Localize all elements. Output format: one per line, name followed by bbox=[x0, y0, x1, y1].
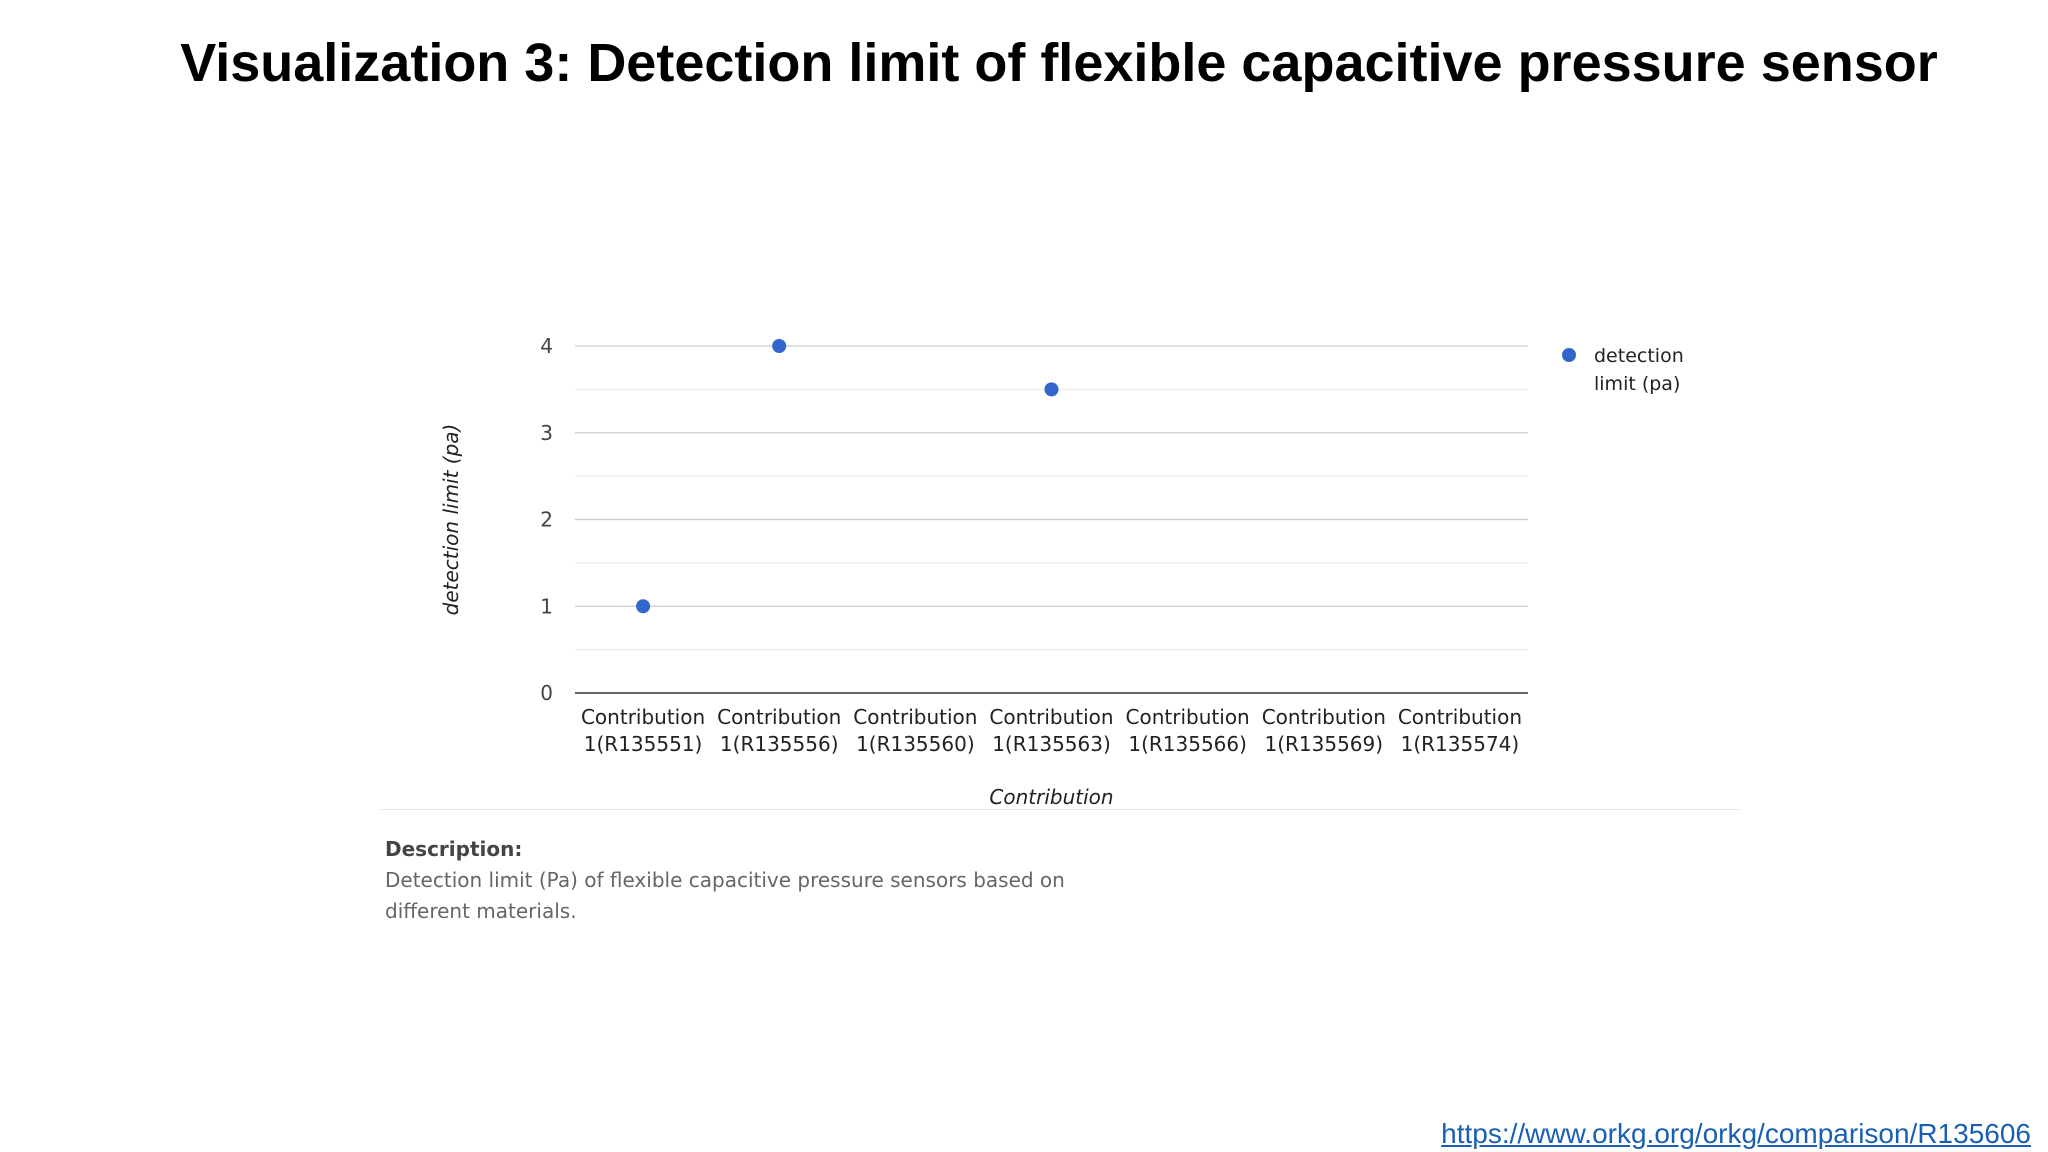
source-link[interactable]: https://www.orkg.org/orkg/comparison/R13… bbox=[1441, 1118, 2031, 1149]
y-tick-label: 0 bbox=[540, 681, 553, 705]
data-point[interactable] bbox=[636, 599, 651, 614]
data-point[interactable] bbox=[1044, 382, 1059, 397]
y-tick-label: 2 bbox=[540, 508, 553, 532]
y-axis-ticks: 0 1 2 3 4 bbox=[540, 334, 553, 705]
x-tick-label: Contribution 1(R135574) bbox=[1398, 705, 1522, 756]
x-tick-label: Contribution 1(R135563) bbox=[989, 705, 1113, 756]
data-point[interactable] bbox=[772, 339, 787, 353]
data-points bbox=[636, 339, 1059, 614]
x-tick-label: Contribution 1(R135566) bbox=[1126, 705, 1250, 756]
grid-lines bbox=[575, 345, 1528, 694]
y-tick-label: 1 bbox=[540, 594, 553, 618]
description-label: Description: bbox=[385, 837, 523, 861]
x-tick-label: Contribution 1(R135560) bbox=[853, 705, 977, 756]
x-axis-title: Contribution bbox=[989, 785, 1113, 809]
description-text: Detection limit (Pa) of flexible capacit… bbox=[385, 868, 1065, 923]
x-tick-label: Contribution 1(R135569) bbox=[1262, 705, 1386, 756]
y-tick-label: 4 bbox=[540, 334, 553, 358]
legend-label: detection limit (pa) bbox=[1594, 345, 1684, 395]
x-axis-ticks: Contribution 1(R135551)Contribution 1(R135… bbox=[581, 705, 1522, 756]
y-tick-label: 3 bbox=[540, 421, 553, 445]
legend: detection limit (pa) bbox=[1562, 345, 1684, 395]
description-block: Description: Detection limit (Pa) of fle… bbox=[385, 834, 1085, 927]
panel-divider bbox=[380, 809, 1740, 810]
legend-marker bbox=[1562, 348, 1576, 362]
x-tick-label: Contribution 1(R135556) bbox=[717, 705, 841, 756]
x-tick-label: Contribution 1(R135551) bbox=[581, 705, 705, 756]
y-axis-title: detection limit (pa) bbox=[439, 424, 463, 616]
slide-title: Visualization 3: Detection limit of flex… bbox=[180, 33, 1938, 93]
